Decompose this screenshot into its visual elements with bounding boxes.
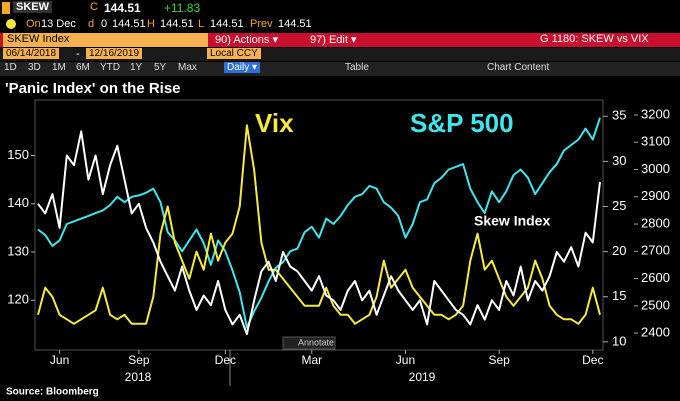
- plot-frame: [34, 99, 604, 351]
- quote-item: 144.51: [278, 18, 312, 30]
- close: 144.51: [104, 1, 141, 15]
- quote-line: On 13 Dec d 0 144.51 H 144.51 L 144.51 Prev 144.51: [0, 17, 680, 32]
- y2-tick-label: 15: [612, 288, 626, 303]
- toolbar: Daily ▾ Table Chart Content 1D 3D 1M 6M YTD 1…: [0, 62, 680, 76]
- currency[interactable]: Local CCY: [207, 48, 261, 59]
- icon: [2, 2, 10, 14]
- actions-menu[interactable]: 90) Actions ▾: [215, 34, 278, 46]
- close-label: C: [90, 1, 98, 13]
- table-button[interactable]: Table: [345, 62, 369, 73]
- quote-item: Prev: [250, 18, 273, 30]
- source: Source: Bloomberg: [6, 387, 99, 398]
- period-button[interactable]: 6M: [76, 62, 90, 73]
- date-bar: 06/14/2018 - 12/16/2019 Local CCY: [0, 48, 680, 61]
- y-tick-label: 130: [7, 243, 29, 258]
- y-tick-label: 150: [7, 147, 29, 162]
- y3-tick-label: 2500: [641, 297, 670, 312]
- series-line: [37, 117, 601, 329]
- edit-menu[interactable]: 97) Edit ▾: [310, 34, 357, 46]
- security-field[interactable]: SKEW Index: [3, 33, 208, 47]
- x-tick-label: Sep: [128, 353, 150, 367]
- y2-tick-label: 10: [612, 333, 626, 348]
- end-date[interactable]: 12/16/2019: [86, 48, 143, 59]
- command-bar: SKEW Index 90) Actions ▾ 97) Edit ▾ G 11…: [0, 33, 680, 47]
- quote-item: 144.51: [112, 18, 146, 30]
- x-tick-label: Dec: [582, 353, 603, 367]
- period-button[interactable]: 3D: [28, 62, 41, 73]
- period-button[interactable]: 1D: [4, 62, 17, 73]
- y2-tick-label: 35: [612, 108, 626, 123]
- y2-tick-label: 25: [612, 198, 626, 213]
- x-group-label: 2019: [409, 370, 436, 384]
- x-group-label: 2018: [125, 370, 152, 384]
- quote-item: 144.51: [160, 18, 194, 30]
- series-line: [37, 130, 601, 336]
- x-tick-label: Jun: [396, 353, 415, 367]
- legend-label: S&P 500: [410, 108, 514, 138]
- page-title: G 1180: SKEW vs VIX: [540, 33, 649, 45]
- y-tick-label: 120: [7, 292, 29, 307]
- series-line: [37, 124, 601, 325]
- quote-item: 13 Dec: [41, 18, 76, 30]
- period-button[interactable]: Max: [178, 62, 197, 73]
- date-sep: -: [76, 48, 80, 60]
- period-button[interactable]: 5Y: [154, 62, 167, 73]
- x-tick-label: Sep: [488, 353, 510, 367]
- y3-tick-label: 3200: [641, 106, 670, 121]
- y3-tick-label: 2400: [641, 325, 670, 340]
- y3-tick-label: 2900: [641, 188, 670, 203]
- legend-label: Skew Index: [474, 213, 550, 229]
- x-tick-label: Mar: [301, 353, 322, 367]
- ticker[interactable]: SKEW: [13, 1, 52, 13]
- chart-content-button[interactable]: Chart Content: [487, 62, 550, 73]
- chart-title: 'Panic Index' on the Rise: [5, 80, 181, 97]
- y3-tick-label: 2700: [641, 243, 670, 258]
- period-button[interactable]: 1M: [52, 62, 66, 73]
- quote-bar: SKEW C 144.51 +11.83: [0, 0, 680, 17]
- change: +11.83: [164, 1, 201, 15]
- period-button[interactable]: YTD: [100, 62, 120, 73]
- period-button[interactable]: 1Y: [130, 62, 143, 73]
- y3-tick-label: 2600: [641, 270, 670, 285]
- chart: 'Panic Index' on the Rise 120 130 140 150 10…: [5, 80, 670, 398]
- y-tick-label: 140: [7, 195, 29, 210]
- y3-tick-label: 3000: [641, 161, 670, 176]
- annotate-button[interactable]: [282, 336, 336, 350]
- frequency[interactable]: Daily ▾: [224, 62, 261, 73]
- quote-item: 144.51: [210, 18, 244, 30]
- status-icon: [6, 19, 16, 29]
- y2-tick-label: 30: [612, 153, 626, 168]
- quote-item: 0: [101, 18, 108, 30]
- annotate-label: Annotate: [298, 337, 334, 347]
- x-tick-label: Jun: [50, 353, 69, 367]
- start-date[interactable]: 06/14/2018: [3, 48, 60, 59]
- y3-tick-label: 3100: [641, 134, 670, 149]
- y2-tick-label: 20: [612, 243, 626, 258]
- quote-item: L: [198, 18, 205, 30]
- x-tick-label: Dec: [215, 353, 236, 367]
- quote-item: d: [88, 18, 95, 30]
- quote-item: H: [147, 18, 155, 30]
- y3-tick-label: 2800: [641, 215, 670, 230]
- quote-item: On: [26, 18, 41, 30]
- legend-label: Vix: [255, 108, 294, 138]
